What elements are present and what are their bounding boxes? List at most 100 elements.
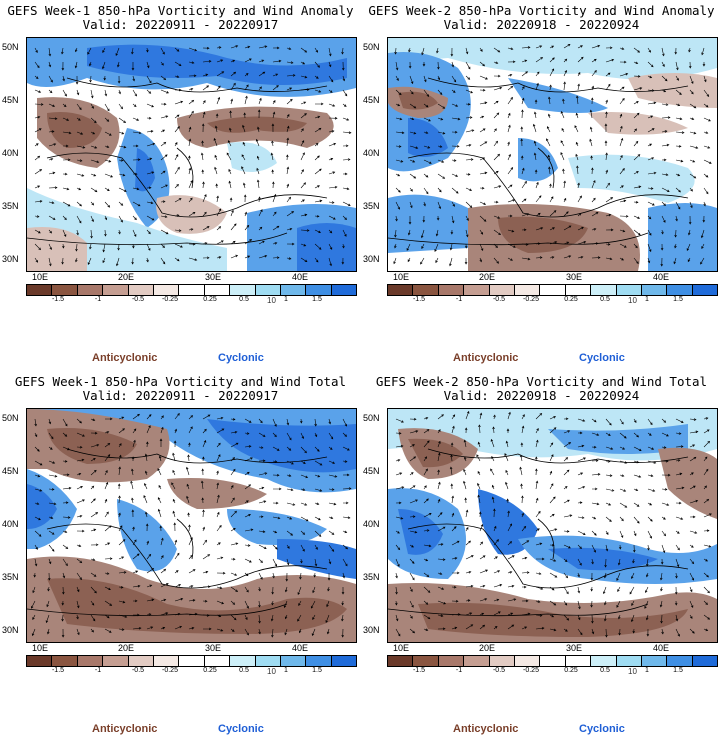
wind-arrow [160,200,166,203]
wind-arrow [216,256,222,259]
cyclonic-region [648,203,717,271]
wind-arrow [479,541,484,546]
wind-arrow [90,458,96,462]
wind-arrow [451,144,460,148]
wind-arrow [479,624,486,630]
wind-arrow [535,557,545,561]
wind-arrow [493,47,501,53]
wind-arrow [563,241,570,245]
wind-arrow [617,586,621,592]
wind-arrow [328,418,332,425]
wind-arrow [409,586,413,593]
wind-arrow [577,418,586,422]
wind-arrow [689,418,697,421]
anticyclonic-label: Anticyclonic [92,723,158,735]
wind-arrow [104,187,110,191]
wind-arrow [563,81,566,91]
wind-arrow [631,572,635,580]
colorbar-label: -1.5 [412,667,426,674]
wind-arrow [675,572,678,579]
wind-arrow [591,256,601,259]
wind-arrow [435,229,439,237]
wind-arrow [563,211,569,217]
wind-arrow [700,257,705,265]
lat-label: 30N [363,254,380,264]
wind-arrow [633,488,639,492]
wind-arrow [118,600,126,604]
wind-arrow [619,530,624,539]
wind-arrow [328,460,336,464]
wind-arrow [286,446,292,451]
colorbar [387,655,718,667]
wind-arrow [491,456,495,462]
wind-arrow [314,544,318,550]
wind-arrow [90,469,97,476]
wind-arrow [47,572,51,581]
wind-arrow [549,614,555,618]
wind-arrow [477,494,481,504]
wind-arrow [591,228,597,231]
wind-arrow [633,215,641,219]
wind-arrow [451,626,458,630]
wind-arrow [244,558,252,563]
wind-arrow [90,614,96,622]
wind-arrow [34,502,40,505]
wind-arrow [298,628,302,634]
wind-arrow [465,47,469,55]
wind-arrow [89,61,92,67]
wind-arrow [520,126,524,133]
wind-arrow [216,571,226,575]
wind-arrow [549,572,558,578]
wind-arrow [131,61,135,71]
wind-arrow [395,628,401,637]
wind-arrow [703,201,706,207]
wind-arrow [188,180,193,189]
wind-arrow [661,201,666,207]
cyclonic-region [398,509,443,555]
wind-arrow [647,47,651,53]
wind-arrow [242,124,246,133]
wind-arrow [703,417,709,420]
wind-arrow [645,586,649,594]
wind-arrow [437,627,446,631]
colorbar-segment [667,656,693,666]
wind-arrow [131,509,135,518]
wind-arrow [48,130,55,133]
wind-arrow [188,612,198,616]
wind-arrow [534,99,538,105]
wind-arrow [465,144,472,147]
wind-arrow [62,117,70,121]
wind-arrow [548,166,551,175]
wind-arrow [328,103,336,107]
wind-arrow [675,117,683,121]
wind-arrow [661,215,666,223]
wind-arrow [160,170,166,175]
wind-arrow [605,502,612,506]
wind-arrow [146,171,155,175]
wind-arrow [314,115,321,119]
wind-arrow [479,201,487,205]
wind-arrow [61,47,64,55]
lat-label: 35N [363,201,380,211]
wind-arrow [258,530,266,533]
panel-valid-dates: Valid: 20220918 - 20220924 [443,17,640,32]
wind-arrow [202,614,210,617]
wind-arrow [34,257,39,263]
wind-arrow [521,198,527,203]
wind-arrow [549,84,552,91]
wind-arrow [202,242,208,245]
wind-arrow [272,111,276,119]
wind-arrow [341,614,344,622]
wind-arrow [160,257,166,265]
wind-arrow [423,572,430,578]
wind-arrow [244,58,252,63]
wind-arrow [532,123,537,133]
lon-label: 20E [479,643,496,653]
wind-arrow [591,530,597,536]
wind-arrow [507,47,514,51]
wind-arrow [605,243,611,246]
wind-arrow [297,614,302,622]
wind-arrow [76,187,82,191]
colorbar-segment [153,285,180,295]
wind-arrow [342,243,345,249]
